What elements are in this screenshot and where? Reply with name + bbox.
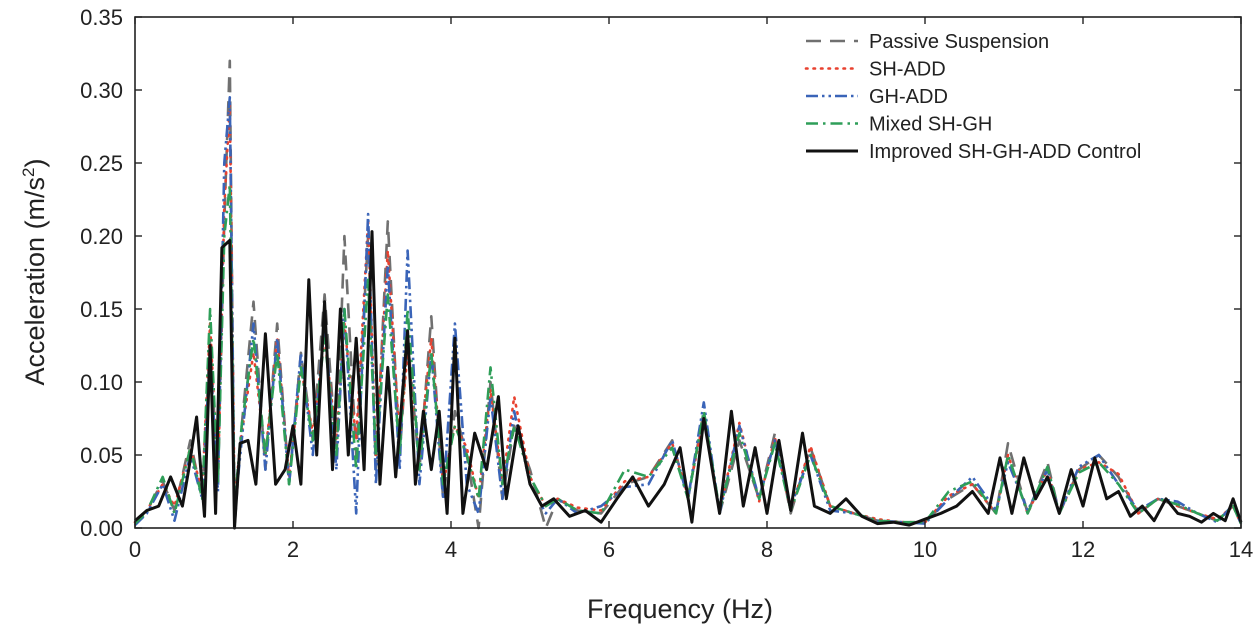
y-tick-label: 0.00 [80,516,123,541]
y-axis-title: Acceleration (m/s2) [19,158,50,385]
legend-label: Improved SH-GH-ADD Control [869,141,1141,163]
x-tick-label: 10 [913,537,937,562]
x-tick-label: 8 [761,537,773,562]
y-tick-label: 0.10 [80,370,123,395]
x-tick-label: 0 [129,537,141,562]
x-tick-label: 14 [1229,537,1253,562]
legend-label: Mixed SH-GH [869,114,992,136]
y-tick-label: 0.15 [80,297,123,322]
legend-label: SH-ADD [869,59,946,81]
x-axis: 0 2 4 6 8 10 12 14 [129,17,1253,562]
series-layer [133,59,1243,530]
x-tick-label: 6 [603,537,615,562]
legend-label: GH-ADD [869,86,948,108]
plot-frame [134,16,1242,529]
y-tick-label: 0.25 [80,151,123,176]
series-line-4 [134,183,1243,525]
y-tick-label: 0.30 [80,78,123,103]
y-axis-title-tail: ) [20,158,50,167]
x-tick-label: 2 [287,537,299,562]
x-axis-title: Frequency (Hz) [587,594,773,624]
y-tick-label: 0.20 [80,224,123,249]
x-tick-label: 4 [445,537,457,562]
y-tick-label: 0.35 [80,5,123,30]
y-axis-title-superscript: 2 [19,167,38,176]
y-axis: 0.00 0.05 0.10 0.15 0.20 0.25 0.30 0.35 [80,5,1241,541]
x-tick-label: 12 [1071,537,1095,562]
y-tick-label: 0.05 [80,443,123,468]
y-axis-title-main: Acceleration (m/s [20,177,50,386]
legend-label: Passive Suspension [869,31,1049,53]
series-line-5 [134,230,1243,530]
legend: Passive Suspension SH-ADD GH-ADD Mixed SH-G… [804,31,1141,163]
